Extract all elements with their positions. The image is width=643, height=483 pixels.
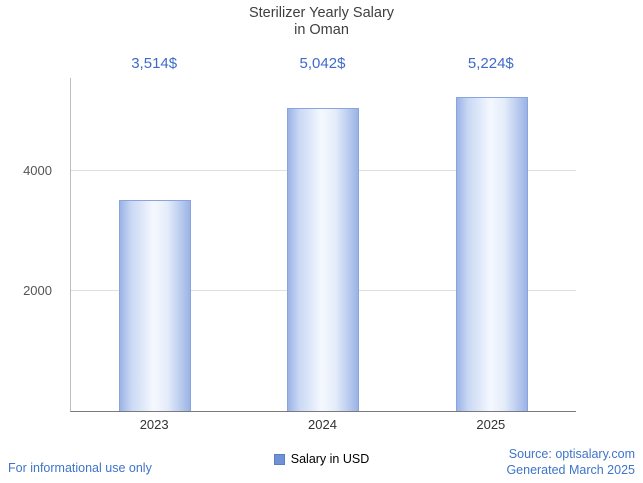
x-tick-label: 2025: [476, 417, 506, 432]
bar[interactable]: [455, 97, 528, 411]
y-axis-ticks: 2000 4000: [0, 78, 62, 411]
bar-value-label: 3,514$: [131, 55, 178, 72]
bar-value-labels: 3,514$ 5,042$ 5,224$: [70, 55, 575, 72]
bar[interactable]: [287, 108, 360, 411]
chart-title: Sterilizer Yearly Salary in Oman: [0, 5, 643, 40]
chart-title-line2: in Oman: [294, 22, 349, 39]
source-text: Source: optisalary.com: [508, 446, 635, 461]
legend[interactable]: Salary in USD: [0, 452, 643, 466]
y-tick-label: 4000: [23, 163, 52, 178]
legend-label: Salary in USD: [290, 452, 370, 466]
bar-value-label: 5,042$: [299, 55, 346, 72]
x-axis-labels: 2023 2024 2025: [70, 417, 575, 432]
y-tick-label: 2000: [23, 283, 52, 298]
x-tick-label: 2023: [139, 417, 169, 432]
bar-series: [71, 78, 576, 411]
disclaimer-text: For informational use only: [8, 461, 152, 475]
legend-swatch-icon: [273, 453, 285, 465]
chart-title-line1: Sterilizer Yearly Salary: [248, 5, 395, 21]
bar-value-label: 5,224$: [467, 55, 514, 72]
x-tick-label: 2024: [308, 417, 337, 432]
plot-area: [70, 78, 576, 412]
generated-text: Generated March 2025: [506, 462, 635, 477]
bar[interactable]: [119, 200, 192, 411]
source-credit: Source: optisalary.com Generated March 2…: [506, 446, 635, 479]
